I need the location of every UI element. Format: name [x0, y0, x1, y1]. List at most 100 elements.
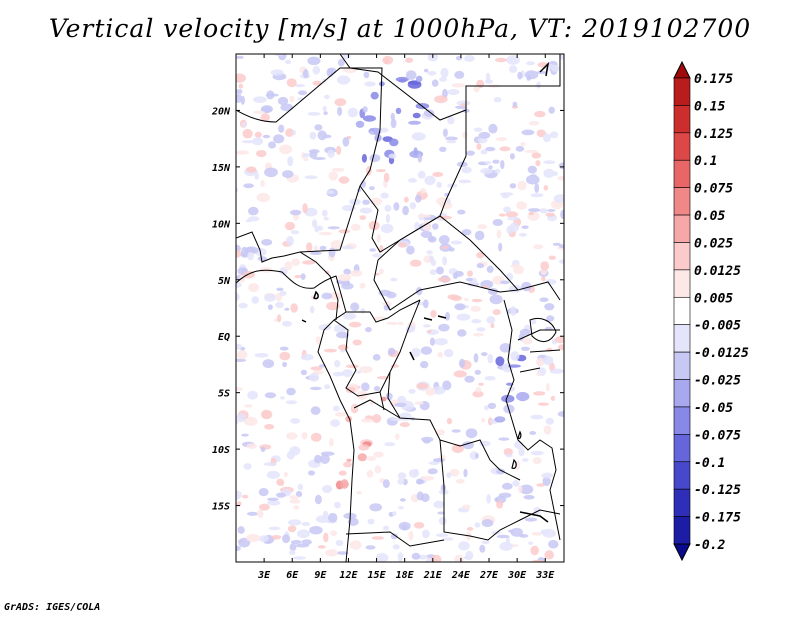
- field-blob: [258, 488, 269, 497]
- field-blob: [458, 179, 472, 184]
- field-blob: [236, 187, 239, 193]
- field-blob: [390, 533, 398, 540]
- field-blob: [267, 500, 281, 506]
- colorbar-cap-bottom: [673, 543, 691, 562]
- field-blob: [505, 453, 513, 458]
- colorbar-swatch: [673, 324, 691, 353]
- field-blob: [366, 469, 374, 478]
- field-blob: [545, 417, 555, 425]
- field-blob: [438, 235, 450, 245]
- field-blob: [499, 343, 512, 353]
- field-blob: [379, 127, 389, 133]
- field-blob: [279, 351, 291, 361]
- field-blob: [455, 105, 468, 110]
- field-blob: [517, 71, 523, 80]
- field-blob: [253, 110, 265, 114]
- field-blob: [346, 364, 359, 369]
- country-borders: [236, 54, 561, 562]
- field-blob: [266, 470, 280, 479]
- field-blob: [445, 136, 458, 141]
- field-blob: [315, 336, 321, 345]
- colorbar-label: 0.0125: [694, 264, 741, 279]
- field-blob: [433, 500, 445, 509]
- field-blob: [473, 332, 484, 337]
- field-blob: [530, 545, 539, 556]
- field-blob: [408, 388, 416, 394]
- field-blob: [359, 207, 373, 214]
- field-blob: [512, 101, 518, 108]
- field-blob: [536, 372, 542, 377]
- field-blob: [530, 414, 544, 420]
- field-blob: [453, 370, 467, 378]
- field-blob: [312, 80, 322, 86]
- field-blob: [536, 129, 546, 138]
- field-blob: [553, 194, 564, 203]
- field-blob: [236, 490, 242, 500]
- field-blob: [301, 432, 308, 440]
- field-blob: [474, 522, 481, 528]
- field-blob: [438, 517, 447, 525]
- lon-tick-label: 33E: [535, 570, 555, 581]
- field-blob: [557, 176, 564, 181]
- field-blob: [244, 246, 259, 254]
- field-blob: [534, 110, 546, 118]
- field-blob: [434, 95, 448, 104]
- field-blob: [286, 432, 298, 440]
- field-blob: [318, 231, 333, 236]
- field-blob: [527, 165, 537, 174]
- field-blob: [411, 132, 426, 141]
- field-blob: [417, 153, 423, 163]
- field-blob: [484, 161, 492, 165]
- field-blob: [293, 505, 300, 510]
- field-blob: [308, 372, 320, 382]
- field-blob: [423, 299, 429, 309]
- field-blob: [427, 468, 438, 475]
- field-blob: [362, 106, 368, 113]
- field-blob: [285, 400, 298, 405]
- field-blob: [526, 61, 535, 66]
- lon-tick-label: 18E: [396, 570, 415, 581]
- field-blob: [298, 90, 307, 96]
- field-blob: [373, 385, 381, 392]
- field-blob: [451, 444, 464, 453]
- field-blob: [501, 394, 515, 403]
- field-blob: [420, 188, 427, 194]
- field-blob: [262, 134, 271, 139]
- field-blob: [481, 540, 490, 545]
- field-blob: [503, 206, 511, 213]
- field-blob: [415, 75, 423, 83]
- field-blob: [278, 54, 287, 61]
- field-blob: [422, 529, 430, 539]
- field-blob: [237, 526, 245, 534]
- field-blob: [416, 479, 425, 485]
- field-blob: [386, 321, 399, 326]
- field-blob: [297, 97, 304, 101]
- field-blob: [535, 160, 541, 167]
- field-blob: [257, 509, 264, 518]
- field-blob: [518, 232, 527, 237]
- field-blob: [236, 413, 247, 423]
- field-blob: [369, 186, 375, 191]
- field-blob: [408, 178, 417, 183]
- field-blob: [236, 55, 244, 59]
- field-blob: [254, 171, 260, 180]
- field-blob: [384, 204, 392, 212]
- field-blob: [474, 453, 479, 459]
- field-blob: [292, 556, 306, 560]
- field-blob: [464, 55, 475, 62]
- field-blob: [461, 166, 472, 174]
- field-blob: [341, 245, 354, 250]
- field-blob: [476, 327, 486, 332]
- field-blob: [520, 346, 530, 351]
- field-blob: [365, 327, 372, 333]
- field-blob: [496, 499, 504, 509]
- field-blob: [451, 83, 466, 88]
- field-blob: [248, 216, 260, 222]
- lon-tick-label: 15E: [368, 570, 387, 581]
- field-blob: [476, 252, 485, 259]
- field-blob: [498, 213, 506, 217]
- field-blob: [467, 270, 473, 277]
- field-blob: [321, 78, 327, 83]
- field-blob: [486, 494, 491, 504]
- field-blob: [333, 324, 347, 334]
